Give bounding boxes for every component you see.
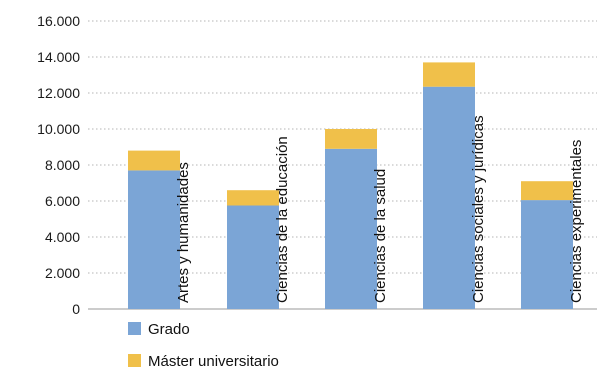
legend-swatch [128, 322, 141, 335]
bar-segment-master [325, 129, 377, 149]
category-label: Ciencias sociales y jurídicas [470, 115, 487, 303]
legend: Grado Máster universitario [128, 321, 279, 370]
category-labels-layer: Artes y humanidades Ciencias de la educac… [175, 115, 585, 303]
legend-swatch [128, 354, 141, 367]
y-tick-label: 14.000 [37, 49, 80, 65]
y-tick-label: 4.000 [45, 229, 80, 245]
legend-label: Grado [148, 321, 190, 338]
category-label: Ciencias de la salud [372, 169, 389, 303]
y-tick-label: 10.000 [37, 121, 80, 137]
bar-segment-master [423, 62, 475, 87]
bar-segment-grado [325, 148, 377, 309]
category-label: Artes y humanidades [175, 162, 192, 303]
bar-segment-grado [521, 200, 573, 309]
category-label: Ciencias de la educación [274, 136, 291, 303]
bar-segment-grado [128, 170, 180, 309]
bar-segment-grado [423, 86, 475, 309]
y-tick-label: 8.000 [45, 157, 80, 173]
y-tick-label: 12.000 [37, 85, 80, 101]
grid-layer: 0 2.000 4.000 6.000 8.000 10.000 12.000 14.000 1… [37, 13, 597, 317]
category-label: Ciencias experimentales [568, 140, 585, 303]
bars-layer [128, 62, 573, 309]
bar-segment-master [128, 150, 180, 171]
bar-segment-master [521, 181, 573, 201]
y-tick-label: 0 [72, 301, 80, 317]
legend-label: Máster universitario [148, 353, 279, 370]
bar-segment-master [227, 190, 279, 206]
y-tick-label: 2.000 [45, 265, 80, 281]
y-tick-label: 6.000 [45, 193, 80, 209]
bar-segment-grado [227, 205, 279, 309]
y-tick-label: 16.000 [37, 13, 80, 29]
